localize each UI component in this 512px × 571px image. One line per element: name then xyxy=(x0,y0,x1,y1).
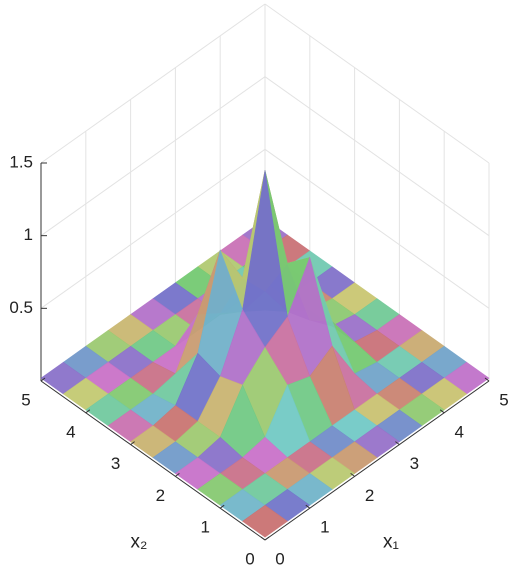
x-tick-label: 0 xyxy=(275,549,284,568)
grid-line xyxy=(264,148,490,309)
x-tick xyxy=(260,536,266,541)
y-tick-label: 1 xyxy=(200,518,209,537)
y-tick-label: 4 xyxy=(66,422,75,441)
y-tick xyxy=(264,536,270,541)
x-axis xyxy=(264,380,490,541)
grid-line xyxy=(264,76,490,237)
grid-line xyxy=(40,148,266,309)
y-tick xyxy=(219,504,225,509)
grid-line xyxy=(40,76,266,237)
x-tick xyxy=(350,472,355,477)
y-tick xyxy=(175,472,180,477)
x-tick xyxy=(305,504,311,509)
grid-line xyxy=(264,3,490,164)
y-axis-label: x₂ xyxy=(131,532,148,553)
x-tick-label: 4 xyxy=(454,422,463,441)
x-tick-label: 5 xyxy=(499,390,508,409)
surface xyxy=(40,170,490,538)
x-tick xyxy=(439,409,445,414)
x-axis-label: x₁ xyxy=(383,532,399,553)
y-axis xyxy=(40,380,266,541)
y-tick xyxy=(85,409,91,414)
y-tick-label: 5 xyxy=(21,390,30,409)
surface-cell xyxy=(242,504,288,538)
z-tick-label: 1 xyxy=(24,225,33,244)
y-tick xyxy=(40,377,46,382)
y-tick-label: 3 xyxy=(111,454,120,473)
z-tick-label: 0.5 xyxy=(9,298,33,317)
x-tick-label: 3 xyxy=(410,454,419,473)
x-tick-label: 2 xyxy=(365,486,374,505)
x-tick xyxy=(484,377,490,382)
grid-line xyxy=(40,3,266,164)
x-tick-label: 1 xyxy=(320,518,329,537)
y-tick-label: 0 xyxy=(245,549,254,568)
y-tick-label: 2 xyxy=(156,486,165,505)
x-tick xyxy=(395,441,400,446)
z-tick-label: 1.5 xyxy=(9,152,33,171)
y-tick xyxy=(130,441,135,446)
